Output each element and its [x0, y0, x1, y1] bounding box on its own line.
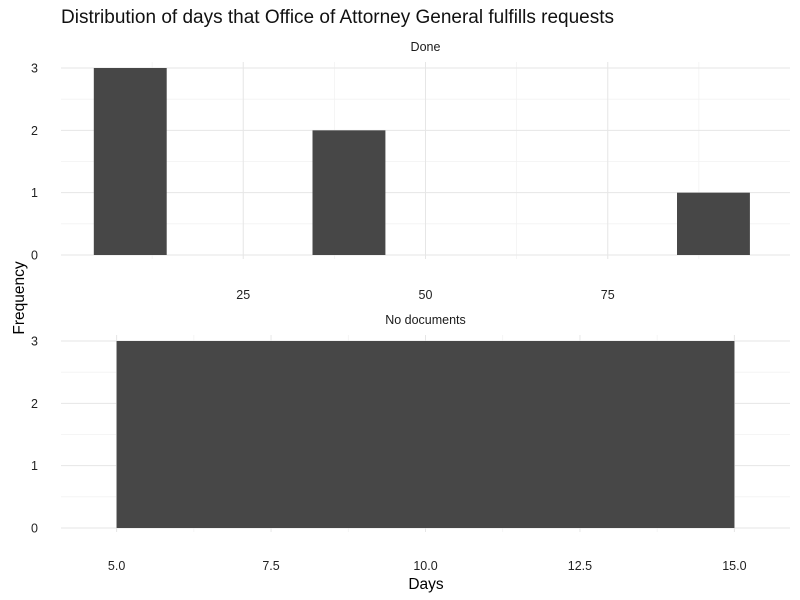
y-tick-label: 3 [31, 335, 38, 349]
y-tick-label: 0 [31, 522, 38, 536]
x-axis-label: Days [408, 576, 444, 593]
histogram-bar [93, 68, 167, 255]
y-tick-label: 2 [31, 397, 38, 411]
x-tick-label: 10.0 [413, 559, 437, 573]
histogram-bar [677, 192, 750, 255]
y-tick-label: 1 [31, 459, 38, 473]
x-tick-label: 5.0 [108, 559, 125, 573]
x-tick-label: 50 [419, 288, 433, 302]
x-tick-label: 25 [236, 288, 250, 302]
histogram-bar [116, 341, 735, 528]
facet-panel-1: Done 0 1 2 3 25 50 75 [31, 40, 790, 302]
x-tick-label: 75 [601, 288, 615, 302]
y-tick-label: 0 [31, 249, 38, 263]
facet-strip-label: Done [411, 40, 441, 54]
y-axis-label: Frequency [11, 261, 28, 334]
facet-strip-label: No documents [385, 313, 466, 327]
x-tick-label: 7.5 [262, 559, 279, 573]
x-tick-label: 12.5 [568, 559, 592, 573]
y-tick-label: 3 [31, 62, 38, 76]
chart-title: Distribution of days that Office of Atto… [61, 7, 614, 28]
facet-panel-2: No documents 0 1 2 3 5.0 7.5 10.0 12.5 15.0 [31, 313, 790, 573]
y-tick-label: 1 [31, 186, 38, 200]
x-tick-label: 15.0 [722, 559, 746, 573]
histogram-bar [312, 130, 386, 255]
y-tick-label: 2 [31, 124, 38, 138]
